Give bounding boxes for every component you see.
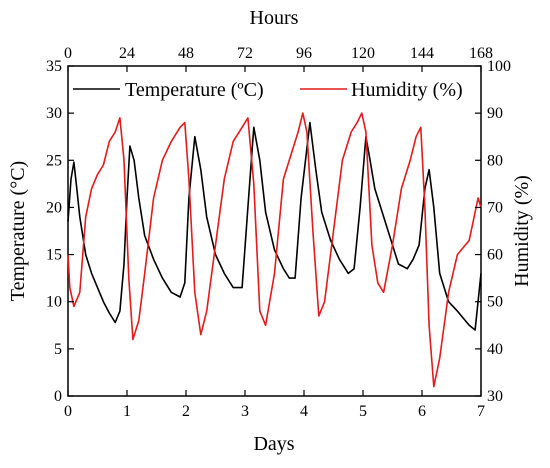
y-left-tick-label: 30	[46, 105, 62, 122]
legend-label-humidity: Humidity (%)	[351, 79, 463, 101]
y-right-tick-label: 70	[487, 199, 503, 216]
x-bottom-tick-label: 5	[359, 403, 367, 420]
x-top-tick-label: 144	[410, 45, 434, 62]
x-top-axis-title: Hours	[250, 7, 299, 29]
y-right-tick-label: 40	[487, 341, 503, 358]
y-right-ticks: 30 40 50 60 70 80 90 100	[475, 58, 511, 405]
x-top-tick-label: 48	[178, 45, 194, 62]
x-bottom-ticks: 0 1 2 3 4 5 6 7	[64, 390, 485, 420]
y-right-tick-label: 30	[487, 388, 503, 405]
y-left-tick-label: 0	[54, 388, 62, 405]
series-line-temperature	[67, 121, 482, 331]
x-top-ticks: 0 24 48 72 96 120 144 168	[64, 45, 493, 72]
y-left-tick-label: 10	[46, 294, 62, 311]
y-left-ticks: 0 5 10 15 20 25 30 35	[46, 58, 74, 405]
plot-series	[67, 112, 482, 388]
y-right-axis-title: Humidity (%)	[511, 175, 533, 287]
y-left-tick-label: 15	[46, 247, 62, 264]
y-right-tick-label: 90	[487, 105, 503, 122]
legend: Temperature (ºC) Humidity (%)	[73, 79, 463, 101]
y-right-tick-label: 60	[487, 247, 503, 264]
y-left-axis-title: Temperature (°C)	[7, 161, 29, 301]
x-bottom-tick-label: 6	[418, 403, 426, 420]
x-top-tick-label: 0	[64, 45, 72, 62]
x-top-tick-label: 120	[351, 45, 375, 62]
y-left-tick-label: 5	[54, 341, 62, 358]
x-top-tick-label: 24	[119, 45, 135, 62]
plot-frame	[67, 65, 482, 397]
x-bottom-axis-title: Days	[253, 433, 294, 455]
x-bottom-tick-label: 7	[477, 403, 485, 420]
y-left-tick-label: 25	[46, 152, 62, 169]
y-right-tick-label: 80	[487, 152, 503, 169]
x-bottom-tick-label: 0	[64, 403, 72, 420]
y-left-tick-label: 35	[46, 58, 62, 75]
y-left-tick-label: 20	[46, 199, 62, 216]
x-bottom-tick-label: 4	[300, 403, 308, 420]
x-bottom-tick-label: 3	[241, 403, 249, 420]
x-bottom-tick-label: 1	[123, 403, 131, 420]
x-top-tick-label: 72	[237, 45, 253, 62]
x-top-tick-label: 96	[296, 45, 312, 62]
x-bottom-tick-label: 2	[182, 403, 190, 420]
y-right-tick-label: 100	[487, 58, 511, 75]
y-right-tick-label: 50	[487, 294, 503, 311]
legend-label-temperature: Temperature (ºC)	[125, 79, 264, 101]
x-top-tick-label: 168	[469, 45, 493, 62]
series-line-humidity	[67, 112, 482, 388]
